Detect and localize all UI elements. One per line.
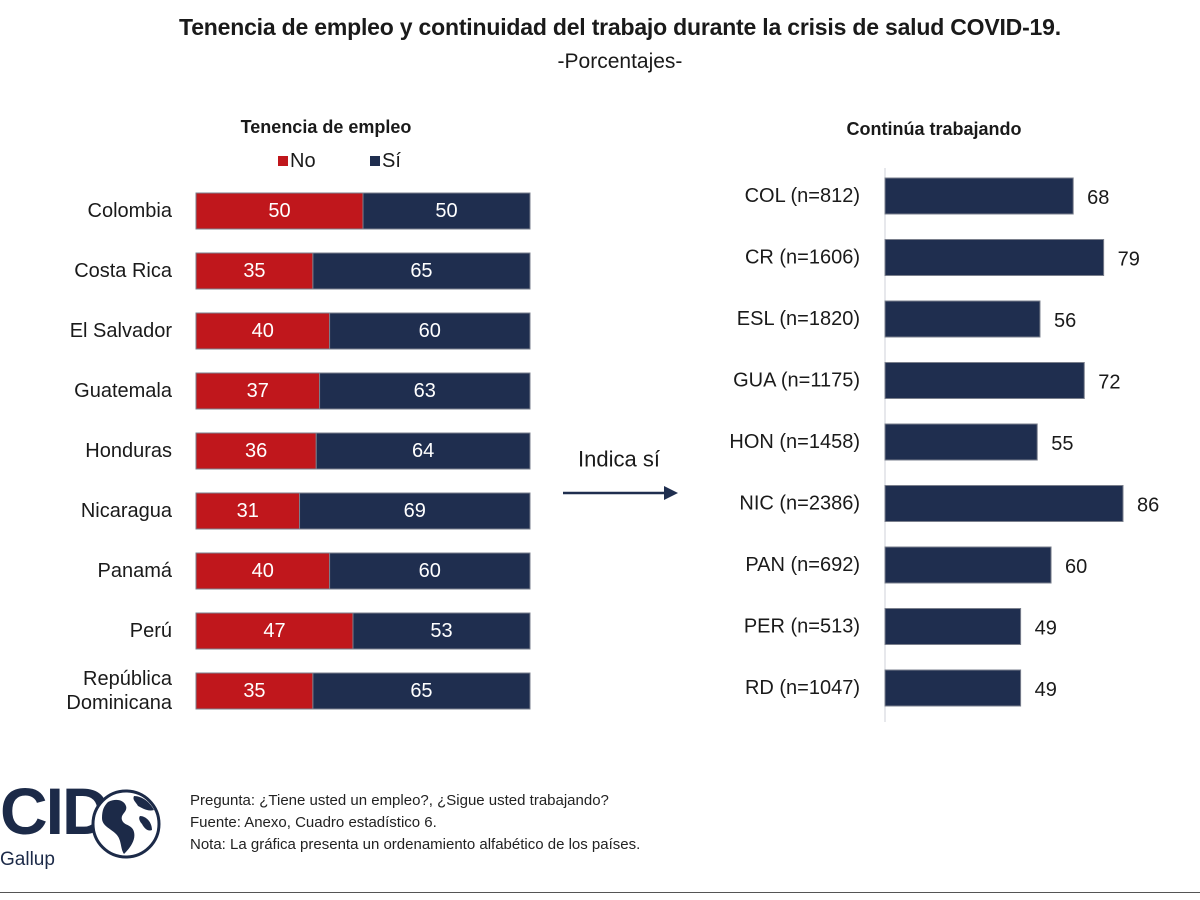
bar-no [195, 372, 321, 410]
data-label-si: 53 [430, 620, 452, 642]
category-label: PAN (n=692) [745, 554, 860, 576]
data-label-continua: 49 [1035, 618, 1057, 640]
bar-si [299, 492, 531, 530]
category-label: GUA (n=1175) [733, 370, 860, 392]
category-label: CR (n=1606) [745, 247, 860, 269]
data-label-no: 35 [243, 260, 265, 282]
data-label-continua: 56 [1054, 310, 1076, 332]
data-label-no: 40 [252, 560, 274, 582]
bar-continua [884, 423, 1038, 461]
legend-label-si: Sí [382, 150, 401, 172]
bar-continua [884, 669, 1022, 707]
category-label: El Salvador [70, 320, 173, 342]
category-label: Colombia [88, 200, 173, 222]
bar-continua [884, 177, 1074, 215]
category-label: Dominicana [66, 692, 172, 714]
data-label-no: 50 [268, 200, 290, 222]
logo-subtext: Gallup [0, 849, 55, 870]
data-label-no: 35 [243, 680, 265, 702]
bar-continua [884, 300, 1041, 338]
bar-no [195, 432, 317, 470]
footnote-source: Fuente: Anexo, Cuadro estadístico 6. [190, 814, 437, 831]
footnote-question: Pregunta: ¿Tiene usted un empleo?, ¿Sigu… [190, 792, 609, 809]
category-label: HON (n=1458) [729, 431, 860, 453]
category-label: RD (n=1047) [745, 677, 860, 699]
bar-no [195, 252, 314, 290]
bar-continua [884, 239, 1105, 276]
data-label-no: 47 [263, 620, 285, 642]
bar-si [352, 612, 531, 650]
left-chart-title: Tenencia de empleo [241, 117, 412, 137]
category-label: Panamá [98, 560, 173, 582]
bar-no [195, 192, 364, 230]
data-label-si: 65 [410, 680, 432, 702]
data-label-no: 36 [245, 440, 267, 462]
bar-si [315, 432, 531, 470]
bar-no [195, 492, 301, 530]
data-label-continua: 86 [1137, 495, 1159, 517]
legend-swatch-si [370, 156, 380, 166]
data-label-continua: 68 [1087, 187, 1109, 209]
category-label: Nicaragua [81, 500, 173, 522]
data-label-continua: 79 [1118, 249, 1140, 271]
arrow-head-icon [664, 486, 678, 500]
category-label: Honduras [85, 440, 172, 462]
data-label-no: 31 [237, 500, 259, 522]
legend-label-no: No [290, 150, 316, 172]
data-label-no: 40 [252, 320, 274, 342]
category-label: ESL (n=1820) [737, 308, 860, 330]
data-label-continua: 49 [1035, 679, 1057, 701]
bar-continua [884, 485, 1124, 522]
charts-canvas: Tenencia de empleo No Sí Colombia 50 50 Costa … [66, 117, 1159, 722]
bar-continua [884, 362, 1085, 399]
data-label-si: 64 [412, 440, 434, 462]
data-label-continua: 60 [1065, 556, 1087, 578]
category-label: Costa Rica [74, 260, 173, 282]
bar-continua [884, 608, 1022, 645]
category-label: COL (n=812) [745, 185, 860, 207]
bar-si [319, 372, 531, 410]
data-label-continua: 55 [1051, 433, 1073, 455]
logo-text: CID [0, 774, 110, 848]
category-label: República [83, 668, 173, 690]
bar-si [362, 192, 531, 230]
category-label: Perú [130, 620, 172, 642]
page-title: Tenencia de empleo y continuidad del tra… [179, 14, 1061, 40]
data-label-si: 60 [419, 560, 441, 582]
data-label-no: 37 [247, 380, 269, 402]
data-label-si: 65 [410, 260, 432, 282]
bar-no [195, 612, 354, 650]
bar-si [312, 672, 531, 710]
data-label-si: 63 [414, 380, 436, 402]
cid-gallup-logo: CID Gallup [0, 778, 170, 878]
footnote-note: Nota: La gráfica presenta un ordenamient… [190, 836, 641, 853]
bottom-divider [0, 892, 1200, 893]
bar-si [329, 312, 531, 350]
bar-si [312, 252, 531, 290]
bar-no [195, 672, 314, 710]
data-label-si: 60 [419, 320, 441, 342]
legend-swatch-no [278, 156, 288, 166]
right-chart-title: Continúa trabajando [847, 119, 1022, 139]
category-label: PER (n=513) [744, 616, 860, 638]
page-subtitle: -Porcentajes- [557, 50, 683, 73]
bar-continua [884, 546, 1052, 584]
category-label: NIC (n=2386) [739, 493, 860, 515]
arrow-label: Indica sí [578, 447, 660, 472]
data-label-continua: 72 [1098, 372, 1120, 394]
category-label: Guatemala [74, 380, 173, 402]
data-label-si: 69 [404, 500, 426, 522]
bar-si [329, 552, 531, 590]
globe-icon [91, 789, 161, 859]
data-label-si: 50 [435, 200, 457, 222]
bar-no [195, 312, 331, 350]
footnotes: Pregunta: ¿Tiene usted un empleo?, ¿Sigu… [190, 790, 1010, 856]
